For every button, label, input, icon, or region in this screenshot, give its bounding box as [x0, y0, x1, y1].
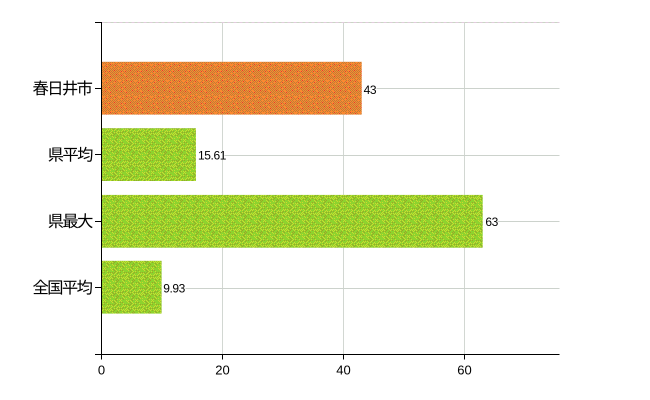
svg-text:0: 0 [98, 363, 105, 378]
svg-text:9.93: 9.93 [163, 281, 185, 295]
svg-text:40: 40 [336, 363, 350, 378]
svg-text:15.61: 15.61 [198, 149, 227, 163]
svg-text:43: 43 [364, 83, 377, 97]
svg-text:63: 63 [485, 215, 498, 229]
svg-text:60: 60 [457, 363, 471, 378]
svg-text:20: 20 [215, 363, 229, 378]
